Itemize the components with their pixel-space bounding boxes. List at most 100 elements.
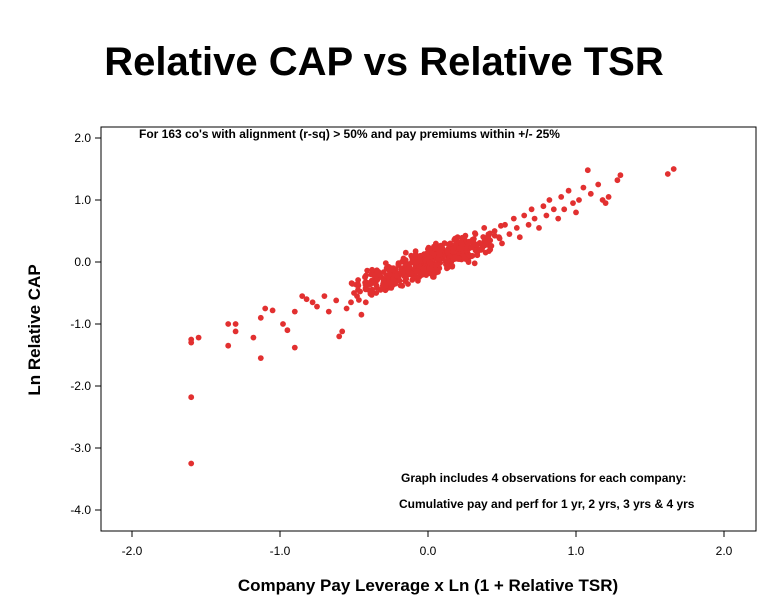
annotation-observations: Graph includes 4 observations for each c… — [401, 471, 686, 485]
data-point — [321, 293, 328, 299]
y-tick-label: -2.0 — [70, 379, 91, 393]
data-point — [333, 297, 340, 304]
data-point — [664, 171, 671, 177]
data-point — [420, 266, 427, 273]
data-point — [436, 251, 443, 258]
data-point — [521, 212, 528, 219]
y-tick-label: -3.0 — [70, 441, 91, 455]
data-point — [392, 279, 399, 286]
data-point — [299, 293, 306, 299]
data-point — [445, 262, 451, 269]
data-point — [291, 344, 298, 351]
x-tick-label: -2.0 — [122, 544, 143, 558]
data-point — [339, 328, 346, 335]
data-point — [336, 333, 343, 340]
data-point — [195, 334, 202, 341]
x-tick-label: -1.0 — [270, 544, 291, 558]
data-point — [536, 225, 542, 231]
x-axis-title: Company Pay Leverage x Ln (1 + Relative … — [238, 576, 618, 595]
data-point — [546, 197, 553, 203]
data-point — [479, 245, 486, 252]
data-point — [470, 240, 477, 246]
data-point — [491, 228, 498, 234]
data-point — [405, 281, 411, 287]
data-point — [481, 225, 488, 231]
data-point — [491, 232, 498, 239]
data-point — [561, 206, 568, 213]
data-point — [480, 234, 487, 240]
data-point — [426, 259, 433, 266]
data-point — [580, 184, 587, 191]
data-point — [510, 215, 517, 222]
data-point — [402, 257, 409, 263]
data-point — [531, 215, 538, 222]
data-point — [428, 266, 435, 272]
data-point — [468, 244, 475, 251]
data-point — [188, 394, 195, 401]
data-point — [409, 277, 416, 283]
data-point — [257, 355, 264, 361]
data-point — [325, 308, 332, 315]
data-point — [250, 334, 257, 341]
data-point — [367, 281, 374, 288]
data-point — [506, 231, 513, 238]
data-point — [314, 303, 320, 310]
data-point — [280, 321, 286, 327]
data-point — [225, 342, 232, 349]
data-point — [382, 260, 389, 266]
data-point — [456, 255, 462, 262]
data-point — [356, 297, 362, 303]
y-tick-label: 0.0 — [74, 255, 91, 269]
x-tick-label: 1.0 — [568, 544, 585, 558]
data-point — [225, 321, 232, 327]
data-point — [269, 307, 276, 314]
data-point — [408, 252, 415, 259]
data-point — [458, 241, 465, 247]
data-point — [432, 245, 439, 252]
data-point — [450, 248, 456, 255]
data-point — [670, 166, 677, 172]
data-point — [413, 259, 420, 266]
x-tick-label: 2.0 — [716, 544, 733, 558]
data-point — [525, 221, 532, 228]
data-point — [487, 230, 493, 237]
data-point — [387, 280, 394, 287]
y-tick-label: 2.0 — [74, 131, 91, 145]
data-point — [395, 261, 402, 268]
data-point — [550, 206, 557, 213]
data-point — [405, 268, 412, 275]
data-point — [232, 321, 239, 327]
data-point — [349, 281, 356, 287]
data-point — [476, 240, 483, 246]
data-point — [570, 200, 576, 207]
data-point — [565, 187, 572, 194]
annotation-periods: Cumulative pay and perf for 1 yr, 2 yrs,… — [399, 497, 695, 511]
data-point — [499, 240, 505, 247]
data-point — [451, 236, 458, 243]
data-point — [543, 212, 550, 219]
data-point — [482, 249, 489, 256]
chart-title: Relative CAP vs Relative TSR — [104, 40, 664, 84]
data-point — [450, 255, 457, 261]
data-point — [466, 252, 473, 259]
data-point — [358, 311, 365, 318]
data-point — [303, 296, 310, 303]
data-point — [573, 209, 579, 216]
data-point — [380, 284, 387, 291]
data-point — [414, 268, 421, 274]
data-point — [426, 254, 433, 261]
data-point — [257, 314, 264, 321]
data-point — [540, 203, 547, 210]
data-point — [516, 234, 523, 241]
data-point — [291, 308, 298, 315]
data-point — [602, 200, 609, 207]
data-point — [558, 194, 565, 200]
data-point — [595, 181, 602, 188]
data-point — [498, 222, 504, 229]
data-point — [232, 328, 239, 335]
data-point — [444, 257, 451, 264]
data-point — [284, 327, 291, 334]
data-point — [496, 235, 503, 242]
y-axis-title: Ln Relative CAP — [25, 264, 44, 395]
